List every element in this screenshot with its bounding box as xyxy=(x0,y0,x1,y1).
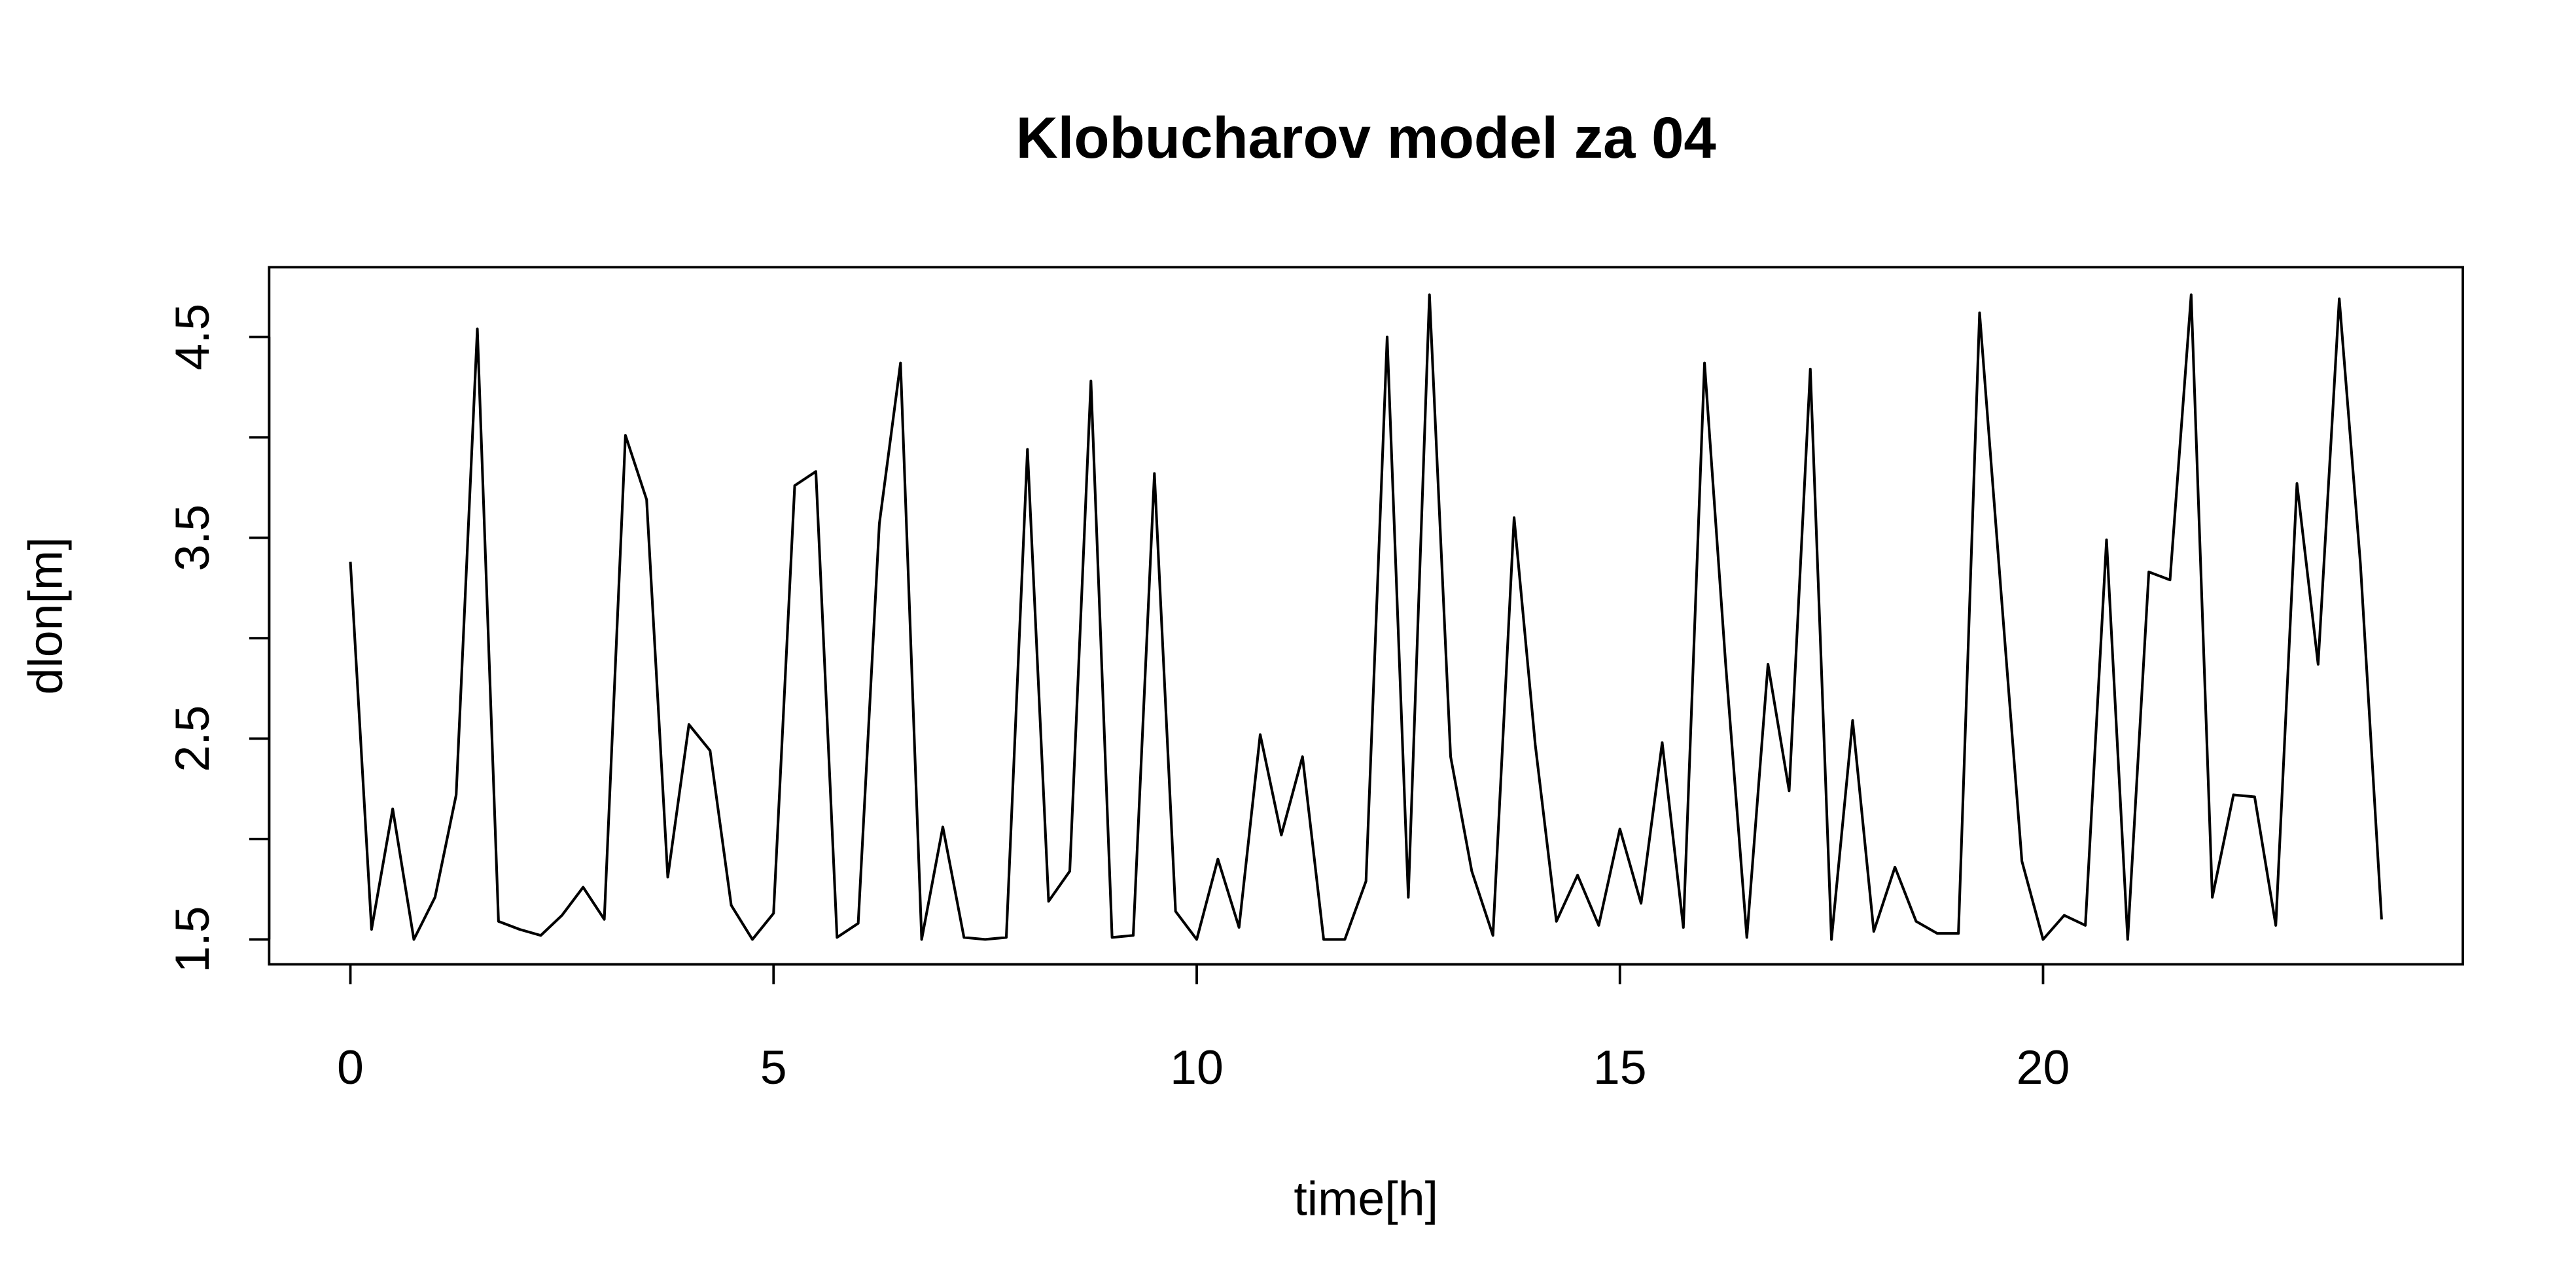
chart-title: Klobucharov model za 04 xyxy=(1016,105,1716,170)
data-line xyxy=(349,293,2383,941)
y-tick-label: 4.5 xyxy=(165,304,219,370)
y-tick-label: 3.5 xyxy=(165,505,219,571)
y-axis-label: dlon[m] xyxy=(18,537,72,694)
y-tick-label: 1.5 xyxy=(165,906,219,973)
x-tick-label: 5 xyxy=(760,1040,787,1094)
x-axis-label: time[h] xyxy=(1294,1171,1438,1225)
x-tick-label: 0 xyxy=(337,1040,364,1094)
x-tick-label: 10 xyxy=(1170,1040,1224,1094)
y-tick-label: 2.5 xyxy=(165,705,219,772)
x-tick-label: 15 xyxy=(1593,1040,1647,1094)
x-tick-label: 20 xyxy=(2017,1040,2070,1094)
